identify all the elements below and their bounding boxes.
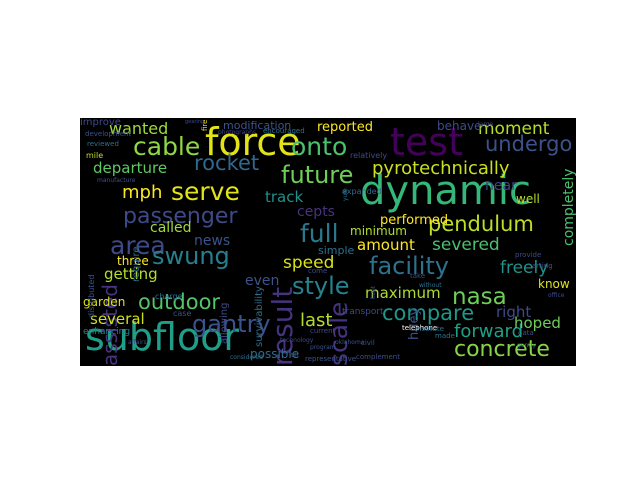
cloud-word: gently [517,342,536,349]
cloud-word: performed [380,213,449,228]
cloud-word: affairs [128,339,147,346]
cloud-word: institute [415,325,444,333]
cloud-word: come [308,267,328,275]
cloud-word: moment [478,119,550,139]
cloud-word: force [205,120,301,164]
cloud-word: three [117,254,149,268]
cloud-word: relatively [350,151,388,160]
cloud-word: made [435,332,455,340]
cloud-word: considered [230,354,263,361]
cloud-word: amount [357,236,415,254]
cloud-word: gantry [192,310,271,338]
cloud-word: track [265,188,304,206]
cloud-word: program [310,344,336,351]
cloud-word: garden [83,295,126,309]
cloud-word: telephone [402,324,438,332]
cloud-word: compare [382,301,475,325]
cloud-word: technology [280,337,314,344]
cloud-word: representative [305,355,357,363]
cloud-word: well [516,192,540,206]
cloud-word: charge [155,292,183,301]
cloud-word: know [538,277,570,291]
cloud-word: expanded [342,187,382,196]
cloud-word: news [194,233,231,249]
cloud-word: undergo [485,132,573,156]
cloud-word: civil [361,339,375,347]
cloud-word: take [410,272,426,280]
cloud-word: possible [250,347,300,361]
cloud-word: severed [432,235,500,255]
cloud-word: minimum [350,224,407,238]
cloud-word: area [110,231,166,260]
cloud-word: development [85,130,132,138]
cloud-word: enhancing [83,327,131,337]
cloud-word: mph [122,182,163,203]
cloud-word: several [90,310,145,328]
cloud-word: kept [370,285,377,299]
cloud-word: tilt [291,352,300,359]
cloud-word: test [390,120,463,164]
cloud-word: future [281,161,354,189]
cloud-word: full [300,219,339,248]
cloud-word: provide [515,251,542,259]
cloud-word: office [548,292,565,299]
cloud-word: arting [532,262,553,270]
cloud-word: without [419,282,442,289]
cloud-word: pendulum [428,212,534,236]
cloud-word: departure [93,159,168,177]
cloud-word: speed [283,253,335,273]
cloud-word: gearing [185,119,205,125]
cloud-word: modification [223,119,292,132]
cloud-word: data [518,329,534,337]
cloud-word: complement [356,353,400,361]
cloud-word: completely [561,168,576,246]
cloud-word: behave [437,119,482,133]
cloud-word: last [300,310,333,331]
cloud-word: concrete [454,337,550,362]
cloud-word: subfloor [85,315,240,359]
cloud-word: serve [171,177,240,206]
cloud-word: improve [80,118,121,128]
cloud-word: freely [500,258,549,278]
cloud-word: distributed [87,274,96,318]
cloud-word: near [485,178,517,194]
cloud-word: oklahoma [335,339,365,346]
cloud-word: simple [318,244,355,257]
cloud-word: pyrotechnically [372,158,510,179]
cloud-word: maximum [365,284,441,302]
cloud-word: yule [342,188,349,201]
cloud-word: called [150,220,192,236]
cloud-word: mile [86,151,104,160]
cloud-word: large [478,121,494,128]
cloud-word: reviewed [87,140,119,148]
cloud-word: cepts [297,204,335,220]
cloud-word: swung [152,242,230,270]
cloud-word: outdoor [138,290,221,314]
cloud-word: getting [104,265,158,283]
cloud-word: cable [133,132,201,161]
cloud-word: photographs [218,129,256,136]
cloud-word: require [131,246,142,282]
cloud-word: facility [369,252,449,280]
cloud-word: wanted [109,119,169,138]
cloud-word: survivability [254,286,265,347]
cloud-word: transport [342,307,384,317]
word-cloud: force test dynamic subfloor cable onto rocket u… [80,118,576,366]
cloud-word: hoped [514,314,561,332]
cloud-word: current [310,327,336,335]
cloud-word: case [173,309,192,318]
cloud-word: allowing [219,302,230,344]
cloud-word: manufacture [97,177,136,184]
cloud-word: rocket [194,151,260,175]
cloud-word: encouraged [263,127,305,135]
cloud-word: nasa [452,284,507,310]
cloud-word: forward [454,321,524,342]
cloud-word: passenger [123,204,238,229]
cloud-word: reported [317,120,373,135]
cloud-word: style [292,272,350,300]
cloud-word: right [496,303,532,321]
cloud-word: dynamic [360,168,531,214]
cloud-word: even [245,273,280,289]
cloud-word: onto [291,132,348,161]
